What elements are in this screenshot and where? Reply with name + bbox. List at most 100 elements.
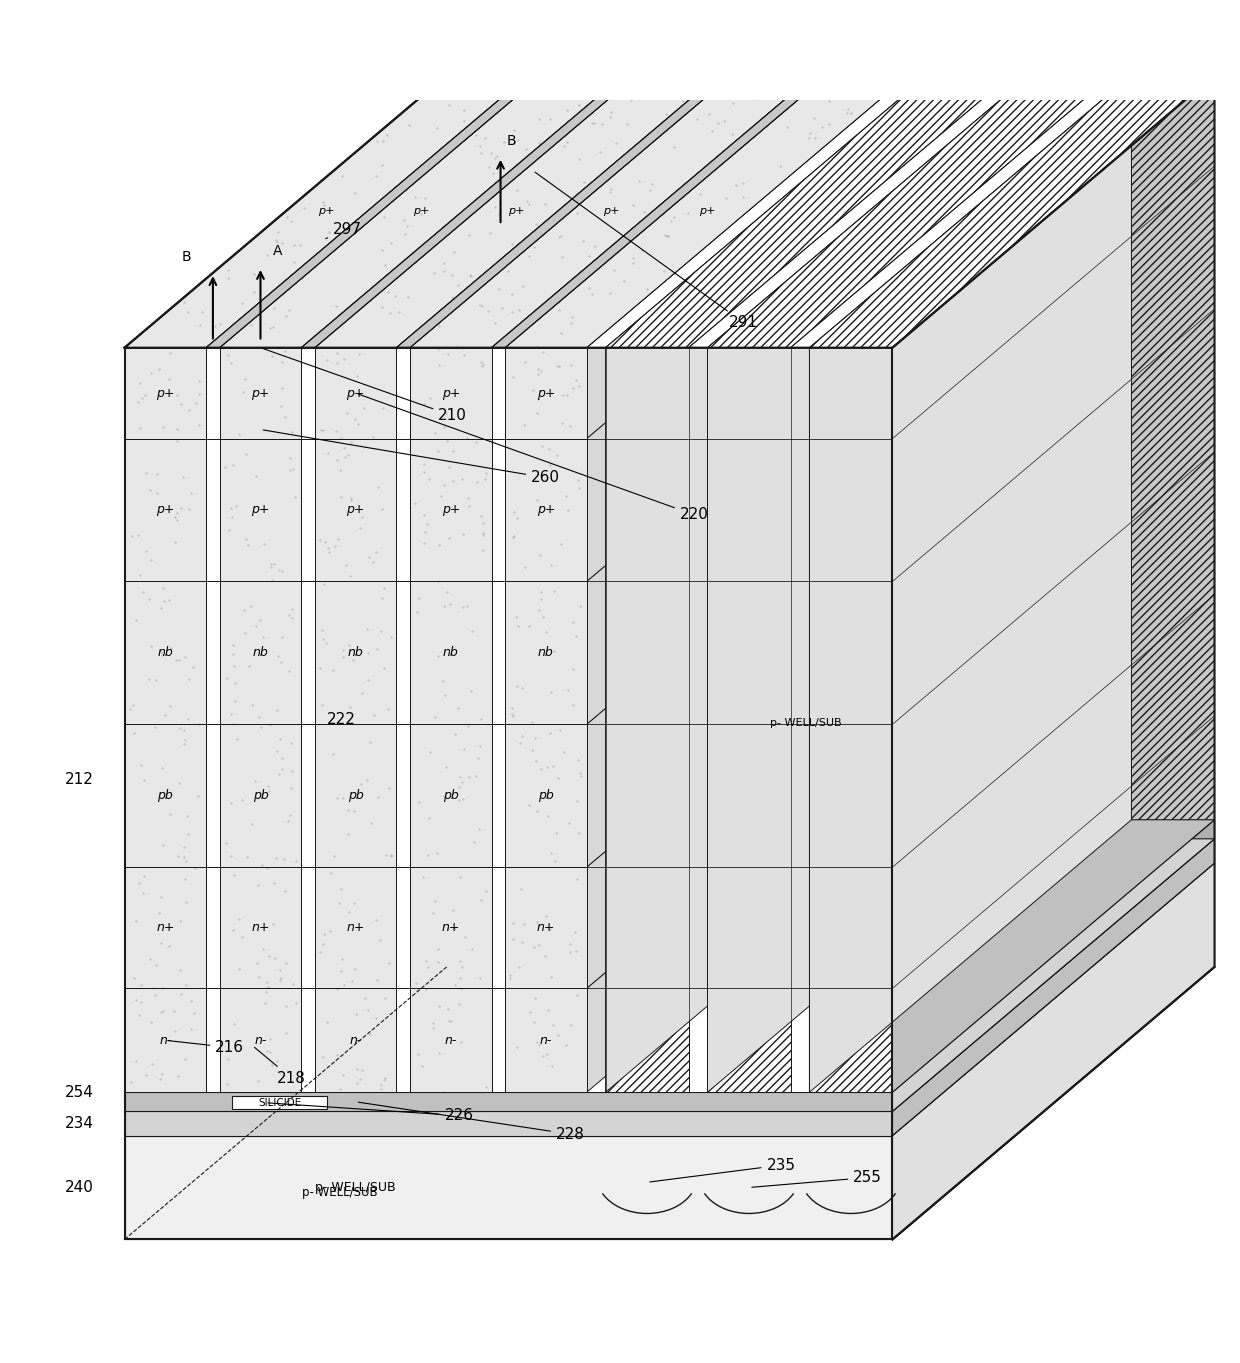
- Point: [474, 522, 494, 544]
- Point: [334, 639, 353, 661]
- Point: [444, 917, 464, 939]
- Point: [454, 343, 474, 365]
- Point: [265, 947, 285, 969]
- Point: [371, 620, 391, 642]
- Point: [372, 239, 392, 260]
- Point: [237, 846, 257, 868]
- Polygon shape: [491, 582, 505, 724]
- Text: 228: 228: [358, 1103, 585, 1142]
- Point: [543, 755, 563, 777]
- Point: [541, 108, 560, 129]
- Point: [374, 987, 394, 1009]
- Point: [527, 402, 547, 424]
- Point: [570, 762, 590, 784]
- Point: [273, 232, 293, 254]
- Point: [334, 436, 353, 458]
- Polygon shape: [505, 348, 587, 439]
- Point: [320, 541, 340, 563]
- Point: [601, 179, 621, 200]
- Point: [563, 695, 583, 717]
- Point: [342, 970, 362, 992]
- Polygon shape: [893, 75, 1214, 1092]
- Point: [311, 418, 331, 440]
- Point: [229, 423, 249, 444]
- Point: [466, 765, 486, 786]
- Point: [574, 172, 594, 194]
- Text: pb: pb: [347, 789, 363, 803]
- Point: [492, 297, 512, 319]
- Point: [461, 620, 481, 642]
- Point: [487, 144, 507, 166]
- Point: [262, 553, 281, 575]
- Point: [585, 236, 605, 258]
- Text: p- WELL/SUB: p- WELL/SUB: [770, 718, 842, 728]
- Point: [868, 76, 888, 98]
- Point: [211, 313, 231, 335]
- Polygon shape: [893, 838, 1214, 1135]
- Text: p+: p+: [537, 503, 556, 517]
- Point: [558, 131, 578, 153]
- Point: [556, 485, 575, 507]
- Point: [332, 165, 352, 187]
- Point: [521, 1002, 541, 1024]
- Polygon shape: [708, 988, 791, 1092]
- Point: [590, 142, 610, 164]
- Point: [425, 890, 445, 912]
- Point: [517, 189, 537, 211]
- Point: [482, 80, 502, 102]
- Point: [330, 1078, 350, 1100]
- Point: [689, 184, 709, 206]
- Point: [378, 953, 398, 975]
- Point: [215, 457, 234, 478]
- Point: [485, 196, 505, 218]
- Point: [399, 114, 419, 136]
- Point: [136, 540, 156, 562]
- Point: [252, 855, 272, 876]
- Point: [449, 789, 469, 811]
- Point: [568, 750, 588, 771]
- Point: [407, 979, 427, 1000]
- Point: [622, 247, 642, 269]
- Point: [418, 957, 438, 979]
- Point: [262, 1055, 281, 1077]
- Point: [267, 699, 286, 721]
- Point: [409, 791, 429, 812]
- Point: [159, 368, 179, 390]
- Point: [247, 465, 267, 487]
- Point: [423, 1013, 443, 1035]
- Point: [663, 136, 683, 158]
- Point: [548, 767, 568, 789]
- Point: [567, 984, 587, 1006]
- Point: [314, 923, 334, 945]
- Point: [334, 646, 353, 668]
- Point: [444, 241, 464, 263]
- Point: [176, 1048, 196, 1070]
- Point: [367, 131, 387, 153]
- Point: [604, 259, 624, 281]
- Point: [257, 244, 277, 266]
- Point: [434, 252, 454, 274]
- Point: [176, 851, 196, 872]
- Point: [176, 973, 196, 995]
- Point: [134, 864, 154, 886]
- Polygon shape: [301, 75, 637, 348]
- Point: [511, 878, 531, 900]
- Point: [552, 225, 572, 247]
- Point: [312, 694, 332, 716]
- Point: [130, 564, 150, 586]
- Text: 240: 240: [64, 1180, 93, 1195]
- Point: [562, 1014, 582, 1036]
- Polygon shape: [124, 867, 206, 988]
- Point: [190, 313, 210, 335]
- Point: [459, 766, 479, 788]
- Point: [841, 102, 861, 124]
- Point: [345, 800, 365, 822]
- Point: [248, 874, 268, 895]
- Polygon shape: [810, 724, 893, 867]
- Point: [503, 120, 523, 142]
- Point: [170, 958, 190, 980]
- Point: [345, 409, 365, 431]
- Point: [339, 634, 358, 656]
- Point: [334, 1065, 353, 1086]
- Point: [177, 806, 197, 827]
